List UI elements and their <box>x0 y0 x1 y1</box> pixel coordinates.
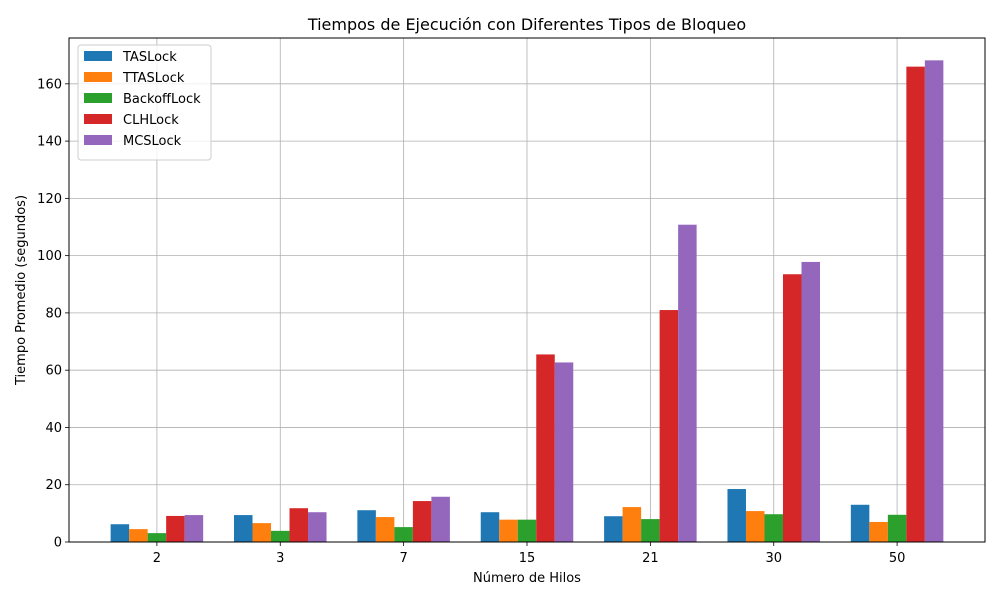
bar-ttaslock-7 <box>375 517 395 542</box>
bars-layer <box>110 60 944 543</box>
bar-ttaslock-15 <box>499 519 518 542</box>
bar-clhlock-2 <box>166 515 185 542</box>
bar-mcslock-30 <box>801 261 820 542</box>
x-tick-label: 21 <box>642 551 659 566</box>
legend-label-clhlock: CLHLock <box>123 113 179 128</box>
axes-layer: 0 20 40 60 80 100 120 140 160 2 3 7 15 21 30 50 <box>37 77 905 566</box>
bar-clhlock-50 <box>906 66 925 543</box>
legend-label-ttaslock: TTASLock <box>122 71 185 86</box>
legend-label-taslock: TASLock <box>122 50 177 65</box>
bar-clhlock-3 <box>289 508 309 542</box>
bar-clhlock-7 <box>412 501 432 542</box>
bar-backofflock-21 <box>641 519 660 542</box>
x-tick-label: 50 <box>889 551 906 566</box>
bar-ttaslock-21 <box>622 507 642 542</box>
bar-backofflock-50 <box>887 514 907 542</box>
x-tick-label: 3 <box>276 551 284 566</box>
bar-taslock-7 <box>357 510 376 542</box>
bar-ttaslock-50 <box>869 521 888 542</box>
y-tick-label: 80 <box>45 306 62 321</box>
bar-backofflock-3 <box>271 530 290 542</box>
bar-mcslock-21 <box>678 224 697 542</box>
x-axis-label: Número de Hilos <box>473 571 581 586</box>
x-tick-label: 7 <box>399 551 407 566</box>
y-tick-label: 0 <box>54 536 62 551</box>
bar-ttaslock-2 <box>129 529 148 542</box>
bar-backofflock-30 <box>764 514 783 542</box>
bar-mcslock-2 <box>184 515 204 542</box>
bar-backofflock-2 <box>147 533 167 542</box>
legend-swatch-ttaslock <box>84 72 112 82</box>
legend-swatch-clhlock <box>84 114 112 124</box>
grid-layer <box>69 38 985 543</box>
bar-ttaslock-3 <box>252 523 272 542</box>
legend-label-mcslock: MCSLock <box>123 134 182 149</box>
bar-mcslock-7 <box>431 496 450 542</box>
y-tick-label: 160 <box>37 77 62 92</box>
x-tick-label: 2 <box>153 551 161 566</box>
y-tick-label: 120 <box>37 192 62 207</box>
bar-mcslock-15 <box>554 362 574 542</box>
y-tick-label: 60 <box>45 364 62 379</box>
x-tick-label: 15 <box>519 551 536 566</box>
legend-swatch-taslock <box>84 51 112 61</box>
bar-taslock-21 <box>604 516 623 542</box>
legend-label-backofflock: BackoffLock <box>123 92 201 107</box>
legend-swatch-backofflock <box>84 93 112 103</box>
bar-mcslock-3 <box>308 512 327 542</box>
bar-taslock-2 <box>110 524 130 542</box>
bar-clhlock-30 <box>782 274 802 542</box>
bar-clhlock-21 <box>659 310 679 542</box>
bar-clhlock-15 <box>536 354 555 542</box>
bar-taslock-3 <box>234 515 253 542</box>
y-tick-label: 40 <box>45 421 62 436</box>
legend-swatch-mcslock <box>84 135 112 145</box>
chart-title: Tiempos de Ejecución con Diferentes Tipo… <box>307 15 746 34</box>
bar-backofflock-15 <box>517 519 537 542</box>
bar-taslock-50 <box>850 504 870 542</box>
bar-taslock-15 <box>480 512 500 542</box>
bar-taslock-30 <box>727 489 746 542</box>
y-tick-label: 140 <box>37 135 62 150</box>
legend: TASLock TTASLock BackoffLock CLHLock MCSLock <box>77 44 212 161</box>
x-tick-label: 30 <box>765 551 782 566</box>
y-tick-label: 100 <box>37 249 62 264</box>
bar-backofflock-7 <box>394 527 413 542</box>
bar-ttaslock-30 <box>745 511 765 542</box>
y-tick-label: 20 <box>45 478 62 493</box>
bar-mcslock-50 <box>924 60 944 542</box>
y-axis-label: Tiempo Promedio (segundos) <box>14 195 29 386</box>
